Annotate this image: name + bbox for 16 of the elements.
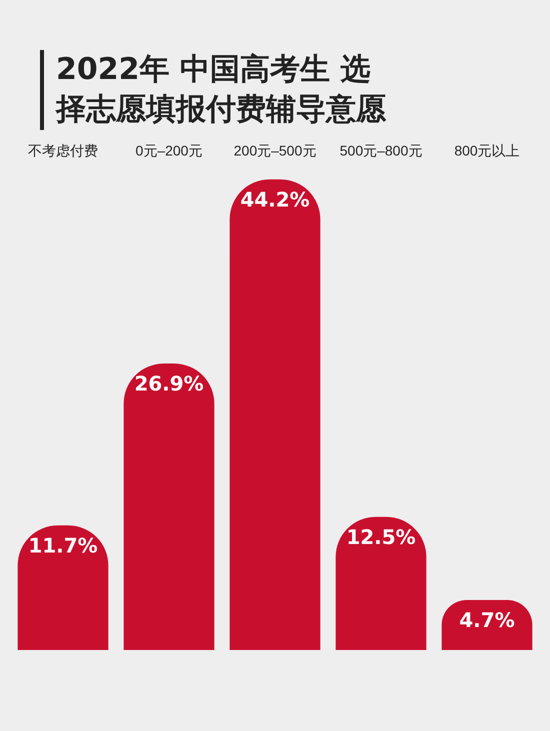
data-label: 11.7% bbox=[28, 534, 98, 558]
x-tick-label: 200元–500元 bbox=[234, 142, 316, 158]
bar bbox=[336, 516, 426, 650]
chart-title: 2022年 中国高考生 选择志愿填报付费辅导意愿 bbox=[40, 50, 386, 130]
x-tick-label: 800元以上 bbox=[454, 142, 520, 158]
bar bbox=[230, 179, 320, 650]
data-label: 44.2% bbox=[240, 188, 310, 212]
data-label: 26.9% bbox=[134, 372, 204, 396]
x-tick-label: 不考虑付费 bbox=[28, 142, 98, 158]
data-label: 12.5% bbox=[346, 525, 416, 550]
bar bbox=[18, 525, 108, 650]
x-tick-label: 500元–800元 bbox=[340, 142, 422, 158]
x-tick-label: 0元–200元 bbox=[136, 142, 202, 158]
bar bbox=[442, 600, 532, 650]
bar bbox=[124, 364, 214, 650]
data-label: 4.7% bbox=[459, 608, 515, 632]
